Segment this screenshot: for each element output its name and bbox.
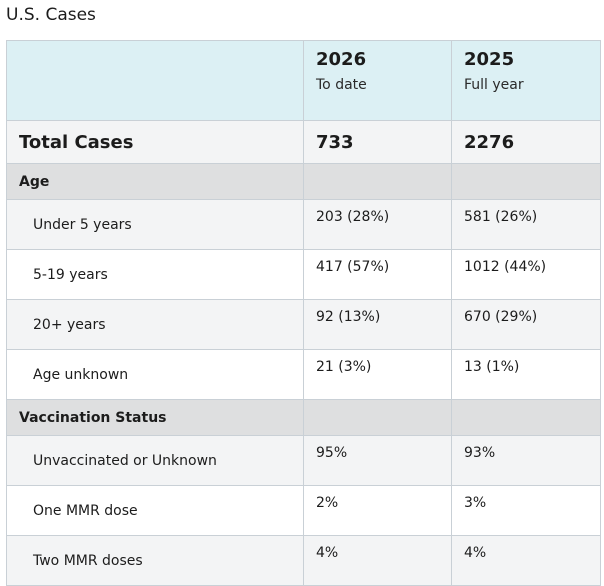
row-value: 2%: [303, 485, 452, 536]
row-value: 21 (3%): [303, 349, 452, 400]
row-label: 5-19 years: [6, 249, 304, 300]
row-value: 4%: [451, 535, 601, 586]
section-label: Age: [6, 163, 304, 200]
row-label: Unvaccinated or Unknown: [6, 435, 304, 486]
table-row: Unvaccinated or Unknown 95% 93%: [6, 435, 601, 486]
row-value: 13 (1%): [451, 349, 601, 400]
table-row: 5-19 years 417 (57%) 1012 (44%): [6, 249, 601, 300]
row-value: 1012 (44%): [451, 249, 601, 300]
section-label: Vaccination Status: [6, 399, 304, 436]
row-value: 203 (28%): [303, 199, 452, 250]
row-value: 417 (57%): [303, 249, 452, 300]
row-value: 95%: [303, 435, 452, 486]
row-value: 3%: [451, 485, 601, 536]
row-label: Under 5 years: [6, 199, 304, 250]
table-row: 20+ years 92 (13%) 670 (29%): [6, 299, 601, 350]
table-row: Age unknown 21 (3%) 13 (1%): [6, 349, 601, 400]
row-value: 93%: [451, 435, 601, 486]
table-header-row: 2026 To date 2025 Full year: [6, 40, 601, 121]
total-cases-value: 733: [303, 120, 452, 164]
section-row-age: Age: [6, 163, 601, 200]
row-value: 670 (29%): [451, 299, 601, 350]
table-row: Under 5 years 203 (28%) 581 (26%): [6, 199, 601, 250]
column-year: 2026: [316, 49, 367, 70]
row-label: Age unknown: [6, 349, 304, 400]
total-cases-row: Total Cases 733 2276: [6, 120, 601, 164]
row-value: 92 (13%): [303, 299, 452, 350]
cases-table: 2026 To date 2025 Full year Total Cases …: [6, 40, 601, 586]
page-title: U.S. Cases: [6, 5, 96, 25]
total-cases-label: Total Cases: [6, 120, 304, 164]
row-label: Two MMR doses: [6, 535, 304, 586]
column-year: 2025: [464, 49, 515, 70]
header-cell-2026: 2026 To date: [303, 40, 452, 121]
total-cases-value: 2276: [451, 120, 601, 164]
row-value: 581 (26%): [451, 199, 601, 250]
header-cell-2025: 2025 Full year: [451, 40, 601, 121]
row-label: 20+ years: [6, 299, 304, 350]
section-row-vaccination-status: Vaccination Status: [6, 399, 601, 436]
column-period: To date: [316, 77, 367, 93]
row-label: One MMR dose: [6, 485, 304, 536]
table-row: Two MMR doses 4% 4%: [6, 535, 601, 586]
column-period: Full year: [464, 77, 524, 93]
row-value: 4%: [303, 535, 452, 586]
table-row: One MMR dose 2% 3%: [6, 485, 601, 536]
header-empty-cell: [6, 40, 304, 121]
